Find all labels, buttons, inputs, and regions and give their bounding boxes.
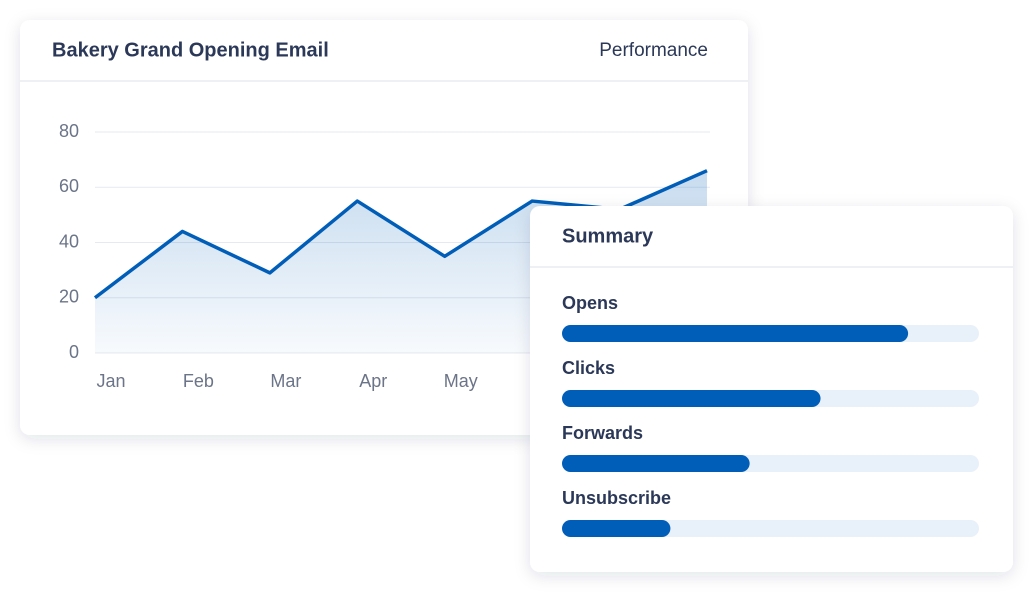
x-tick-label: Apr bbox=[359, 371, 387, 391]
bar bbox=[562, 390, 821, 407]
x-tick-label: May bbox=[444, 371, 478, 391]
bar bbox=[562, 325, 909, 342]
card-title: Summary bbox=[562, 225, 654, 247]
y-tick-label: 40 bbox=[59, 231, 79, 251]
bar-label: Clicks bbox=[562, 358, 615, 378]
card-subtitle: Performance bbox=[599, 40, 708, 61]
bar bbox=[562, 455, 750, 472]
x-tick-label: Mar bbox=[270, 371, 301, 391]
y-tick-label: 0 bbox=[69, 342, 79, 362]
bar-label: Unsubscribe bbox=[562, 488, 671, 508]
card-title: Bakery Grand Opening Email bbox=[52, 39, 329, 61]
bar-label: Opens bbox=[562, 293, 618, 313]
card bbox=[530, 206, 1013, 572]
y-tick-label: 60 bbox=[59, 176, 79, 196]
y-tick-label: 20 bbox=[59, 287, 79, 307]
y-tick-label: 80 bbox=[59, 121, 79, 141]
x-tick-label: Feb bbox=[183, 371, 214, 391]
bar bbox=[562, 520, 671, 537]
x-tick-label: Jan bbox=[96, 371, 125, 391]
bar-label: Forwards bbox=[562, 423, 643, 443]
summary-card: Summary Opens Clicks Forwards Unsubscribe bbox=[530, 206, 1013, 572]
